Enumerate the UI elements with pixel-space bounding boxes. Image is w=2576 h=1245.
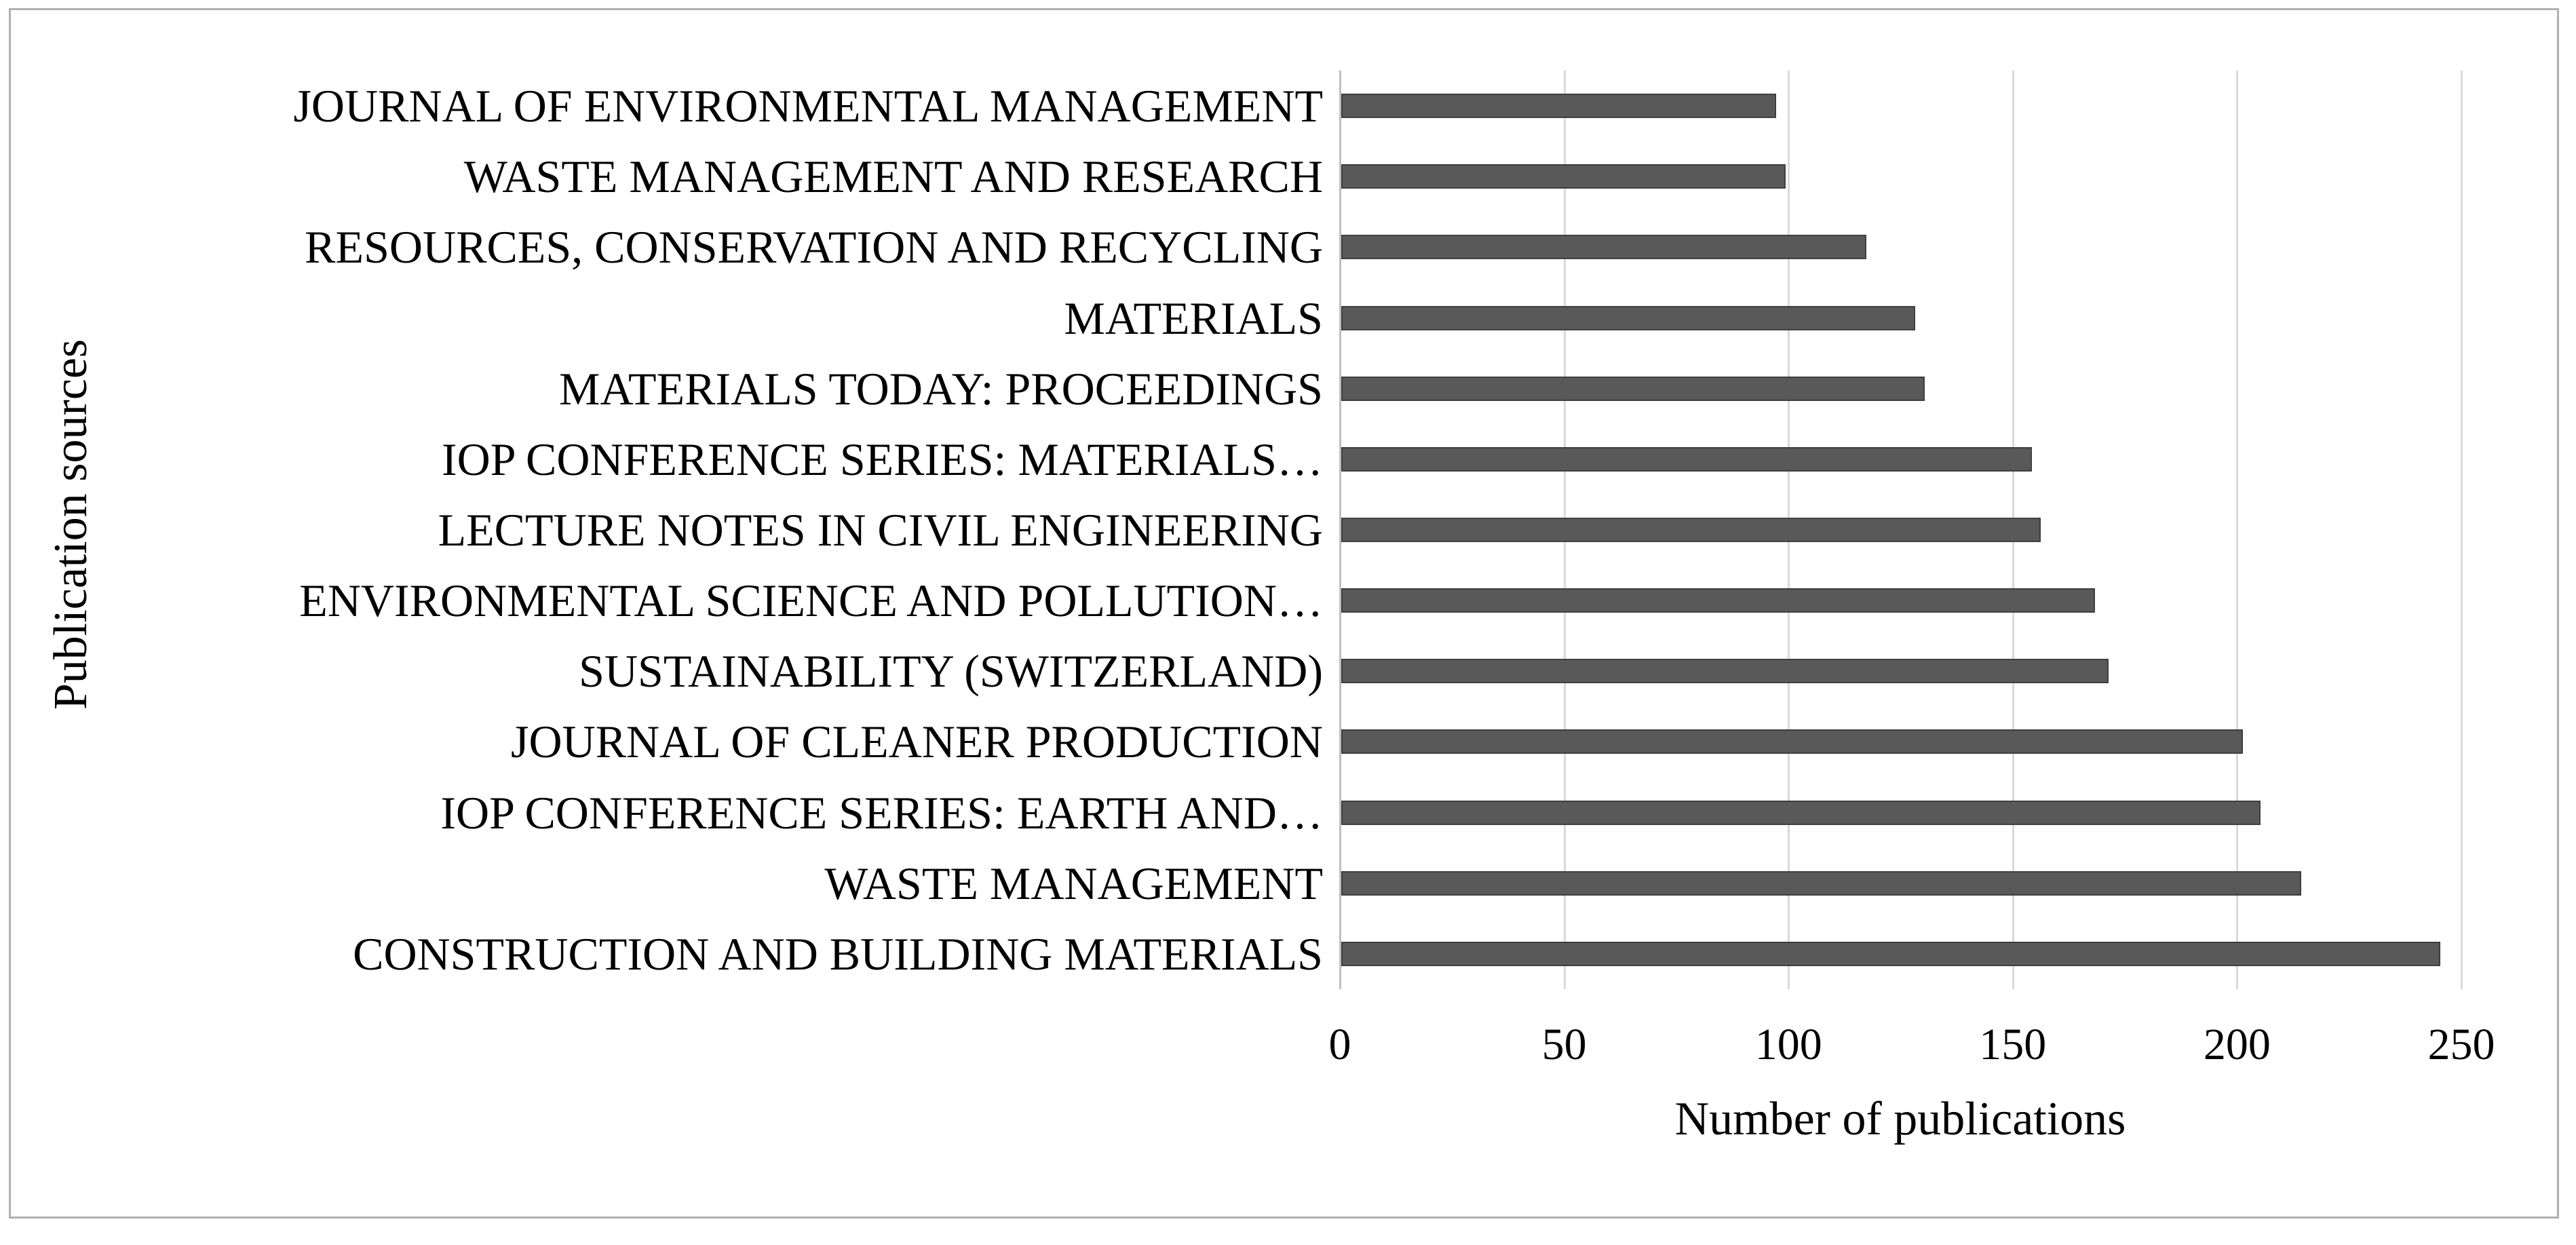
value-axis-line [1339,71,1341,989]
bar [1341,518,2041,542]
category-label: IOP CONFERENCE SERIES: EARTH AND… [440,786,1323,839]
category-label: CONSTRUCTION AND BUILDING MATERIALS [353,927,1323,980]
x-tick-label: 50 [1541,1020,1587,1069]
bar [1341,94,1777,119]
bar [1341,941,2440,966]
figure-border [9,8,2559,1219]
bar [1341,588,2095,613]
category-label: JOURNAL OF ENVIRONMENTAL MANAGEMENT [293,80,1323,132]
category-label: WASTE MANAGEMENT [824,857,1323,909]
x-tick-label: 100 [1754,1020,1822,1069]
bar [1341,800,2261,825]
bar [1341,729,2243,754]
bar [1341,164,1786,189]
gridline-250 [2461,71,2463,989]
bar [1341,659,2109,684]
category-label: SUSTAINABILITY (SWITZERLAND) [579,645,1323,697]
x-axis-title: Number of publications [1674,1093,2126,1145]
category-label: MATERIALS [1064,292,1323,344]
x-tick-label: 250 [2427,1020,2495,1069]
x-tick-label: 200 [2203,1020,2271,1069]
gridline-200 [2236,71,2239,989]
bar [1341,446,2033,472]
category-label: WASTE MANAGEMENT AND RESEARCH [463,151,1323,203]
x-tick-label: 0 [1328,1020,1351,1069]
bar [1341,235,1866,260]
bar [1341,870,2301,896]
category-label: ENVIRONMENTAL SCIENCE AND POLLUTION… [299,575,1323,627]
category-label: LECTURE NOTES IN CIVIL ENGINEERING [438,504,1323,556]
category-label: IOP CONFERENCE SERIES: MATERIALS… [441,433,1323,485]
category-label: MATERIALS TODAY: PROCEEDINGS [559,362,1323,415]
category-label: RESOURCES, CONSERVATION AND RECYCLING [305,221,1323,273]
plot-area [1339,71,2463,989]
bar [1341,376,1925,401]
x-tick-label: 150 [1979,1020,2047,1069]
category-label: JOURNAL OF CLEANER PRODUCTION [511,716,1323,768]
bar [1341,305,1916,330]
